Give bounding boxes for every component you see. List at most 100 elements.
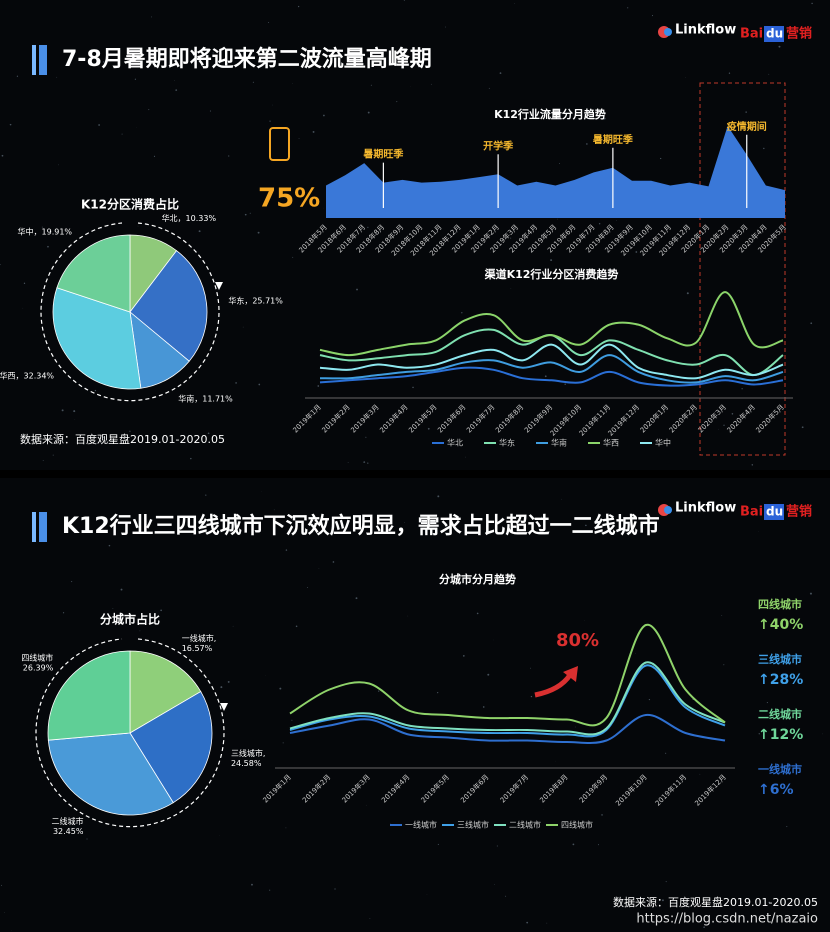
star (292, 256, 294, 258)
star (530, 667, 531, 669)
star (1, 884, 2, 886)
legend-label: 华中 (655, 438, 671, 448)
pie-label-value: 华北，10.33% (162, 213, 217, 223)
star (697, 369, 699, 370)
title-icon (39, 45, 47, 75)
star (763, 147, 765, 150)
star (285, 827, 287, 829)
line (319, 354, 784, 384)
star (232, 625, 234, 627)
star (312, 409, 314, 411)
star (572, 843, 575, 846)
pie-label-value: 华中，19.91% (18, 226, 73, 236)
pie-label-value: 26.39% (23, 663, 54, 672)
star (627, 7, 629, 9)
line (319, 366, 784, 387)
star (58, 164, 59, 166)
pie-label-value: 华西，32.34% (0, 370, 54, 380)
star (378, 690, 380, 692)
data-source: 数据来源：百度观星盘2019.01-2020.05 (20, 432, 225, 446)
star (369, 918, 371, 919)
logo-baidu: Bai (740, 27, 763, 42)
star (635, 652, 636, 654)
star (103, 436, 105, 439)
star (71, 581, 73, 583)
pie-label: 三线城市, 24.58% (231, 747, 266, 767)
star (94, 389, 97, 392)
growth-name: 四线城市 (758, 597, 802, 611)
star (190, 457, 192, 460)
star (333, 232, 335, 235)
pie-label: 华南，11.71% (178, 393, 233, 403)
star (665, 752, 667, 754)
highlight-value: 75% (258, 184, 320, 214)
legend-label: 华南 (551, 438, 567, 448)
star (228, 155, 230, 157)
pie-slice (56, 234, 131, 313)
chart-title: 渠道K12行业分区消费趋势 (485, 267, 619, 281)
title-icon (32, 512, 36, 542)
growth-label: ↑28% (758, 672, 803, 688)
logo-baidu: Bai (740, 505, 763, 520)
star (249, 212, 251, 214)
star (153, 155, 156, 157)
star (367, 462, 369, 464)
annotation: 开学季 (483, 139, 514, 152)
star (52, 454, 54, 456)
line (319, 343, 784, 380)
pie-label-value: 华东，25.71% (228, 295, 283, 305)
highlight-box (699, 82, 786, 456)
star (723, 424, 725, 426)
star (437, 495, 440, 498)
star (745, 111, 747, 113)
star (120, 588, 123, 591)
chart-title: K12分区消费占比 (81, 197, 179, 212)
star (601, 814, 603, 816)
ring-arrowhead (215, 282, 223, 290)
star (355, 597, 358, 600)
annotation: 暑期旺季 (363, 148, 404, 161)
area (326, 125, 785, 218)
watermark: https://blog.csdn.net/nazaio (636, 912, 818, 927)
star (685, 77, 686, 78)
star (809, 592, 812, 595)
star (198, 230, 201, 233)
pie-label-value: 32.45% (53, 827, 84, 836)
star (9, 123, 12, 126)
star (347, 462, 349, 464)
star (0, 263, 1, 266)
star (73, 410, 76, 413)
star (768, 73, 770, 75)
line (319, 291, 784, 357)
pie-label-category: 四线城市 (21, 652, 53, 662)
star (499, 72, 502, 74)
logo-baidu: du (766, 27, 783, 41)
star (544, 375, 547, 378)
star (367, 111, 370, 114)
star (252, 81, 254, 83)
star (129, 430, 131, 432)
star (269, 120, 271, 122)
star (3, 912, 5, 913)
logo-linkflow: Linkflow (675, 23, 736, 38)
line (289, 664, 726, 738)
title-icon (39, 512, 47, 542)
growth-label: ↑12% (758, 727, 803, 743)
pie-label: 华西，32.34% (0, 370, 54, 380)
line (289, 661, 726, 736)
star (751, 464, 754, 466)
pie-label-category: 二线城市 (51, 816, 83, 826)
star (86, 838, 88, 840)
star (540, 516, 542, 518)
star (121, 133, 123, 135)
pie-slice (129, 250, 208, 362)
star (62, 612, 65, 614)
star (272, 104, 273, 106)
star (437, 843, 439, 845)
star (718, 428, 719, 430)
star (103, 61, 105, 63)
star (404, 521, 405, 523)
star (796, 624, 799, 626)
pie-slice (47, 650, 131, 741)
star (430, 83, 432, 85)
